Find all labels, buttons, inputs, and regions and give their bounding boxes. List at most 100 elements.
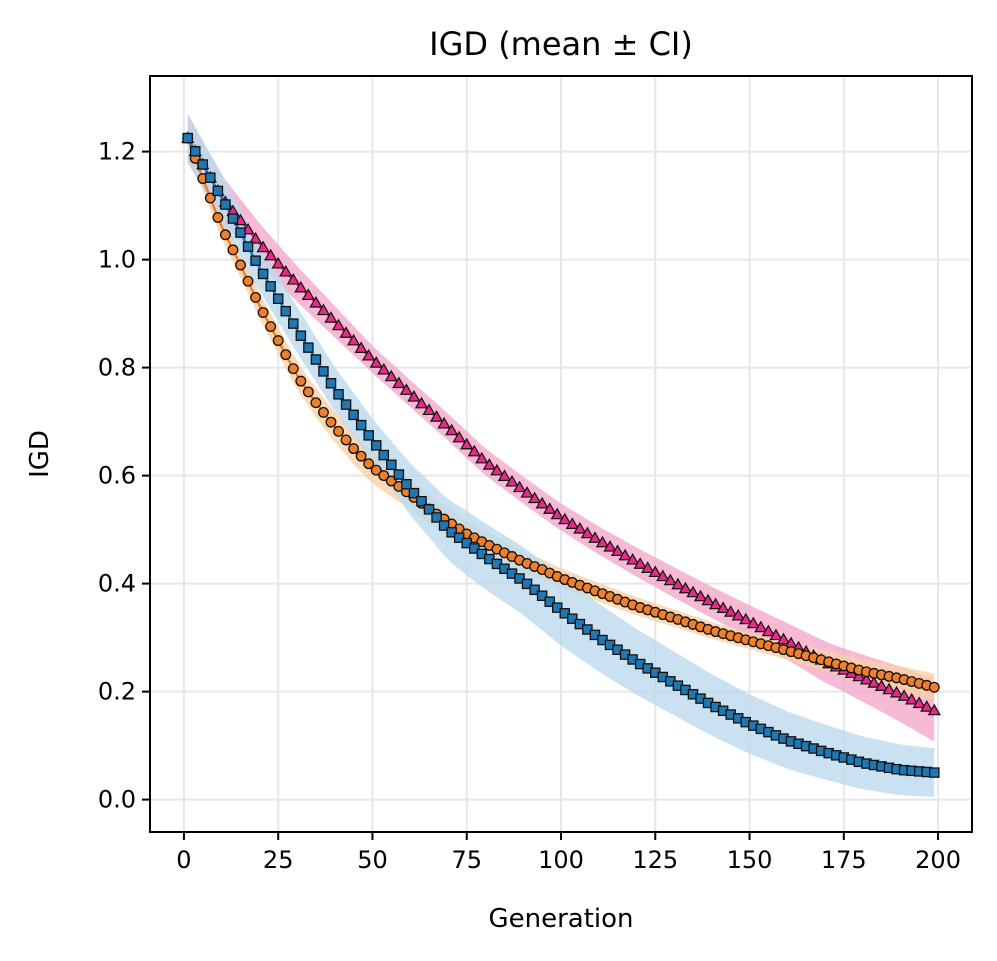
triangle-marker [467,444,481,457]
square-marker [529,584,540,596]
square-marker [574,618,586,630]
triangle-marker [377,362,391,375]
square-marker [453,532,465,543]
triangle-marker [362,348,376,361]
circle-marker [355,450,367,462]
triangle-marker [279,264,293,277]
y-tick-label: 1.0 [98,246,136,274]
square-marker [363,430,374,441]
circle-marker [219,229,231,241]
series-markers [181,131,941,778]
triangle-marker [746,616,760,629]
triangle-marker [490,463,504,476]
square-marker [355,419,367,431]
circle-marker [227,244,239,256]
square-marker [220,199,231,210]
square-marker [318,366,329,377]
square-marker [265,281,276,292]
triangle-marker [889,685,904,698]
circle-marker [317,406,329,418]
triangle-marker [543,502,557,514]
triangle-marker [927,703,941,716]
triangle-marker [497,469,512,481]
square-marker [325,378,337,389]
square-marker [303,342,314,353]
triangle-marker [407,390,421,402]
triangle-marker [520,486,534,498]
x-tick-label: 75 [451,846,482,874]
square-marker [461,537,472,549]
triangle-marker [633,557,647,569]
square-marker [469,543,480,554]
circle-marker [370,464,382,476]
square-marker [544,596,555,607]
x-axis-label: Generation [488,904,633,934]
triangle-marker [452,430,466,443]
triangle-marker [693,589,708,602]
triangle-marker [708,597,723,610]
grid [150,76,972,832]
square-marker [205,172,216,183]
circle-marker [235,259,246,271]
circle-marker [363,458,375,470]
square-marker [582,624,593,635]
square-marker [536,590,548,602]
x-tick-label: 100 [538,846,584,874]
triangle-marker [618,548,632,561]
triangle-marker [429,410,444,422]
circle-marker [272,335,284,347]
circle-marker [212,212,224,223]
square-marker [272,293,284,304]
triangle-marker [867,676,881,688]
triangle-marker [475,451,489,464]
triangle-marker [346,333,361,346]
triangle-marker [399,383,414,395]
square-marker [182,132,193,144]
triangle-marker [384,369,398,382]
triangle-marker [512,480,527,493]
triangle-marker [912,696,926,709]
triangle-marker [754,620,768,633]
circle-marker [302,386,314,398]
circle-marker [287,363,299,375]
square-marker [235,227,246,238]
square-marker [438,520,450,531]
triangle-marker [739,612,753,625]
square-marker [242,241,254,252]
x-tick-label: 50 [357,846,388,874]
circle-marker [295,375,307,387]
triangle-marker [294,280,308,293]
triangle-marker [588,531,602,543]
y-tick-label: 1.2 [98,138,136,166]
triangle-marker [852,669,866,682]
square-marker [189,146,201,157]
triangle-marker [731,608,745,621]
circle-marker [257,307,269,318]
triangle-marker [565,517,579,529]
chart-title: IGD (mean ± CI) [429,25,693,63]
triangle-marker [264,248,278,261]
triangle-marker [905,692,919,705]
y-axis-label: IGD [25,430,55,478]
square-marker [401,478,412,490]
triangle-marker [641,561,655,573]
square-marker [250,255,261,266]
triangle-marker [656,569,670,582]
circle-marker [340,434,352,446]
y-tick-label: 0.0 [98,786,136,814]
circle-marker [928,681,940,693]
triangle-marker [874,679,889,692]
square-marker [423,504,435,515]
x-tick-label: 125 [632,846,678,874]
triangle-marker [716,601,730,613]
square-marker [288,318,299,329]
circle-marker [378,470,390,482]
square-marker [416,495,427,507]
square-marker [393,469,405,480]
triangle-marker [724,605,738,617]
square-marker [514,573,525,584]
triangle-marker [558,512,572,525]
circle-marker [348,443,360,455]
triangle-marker [603,540,617,552]
